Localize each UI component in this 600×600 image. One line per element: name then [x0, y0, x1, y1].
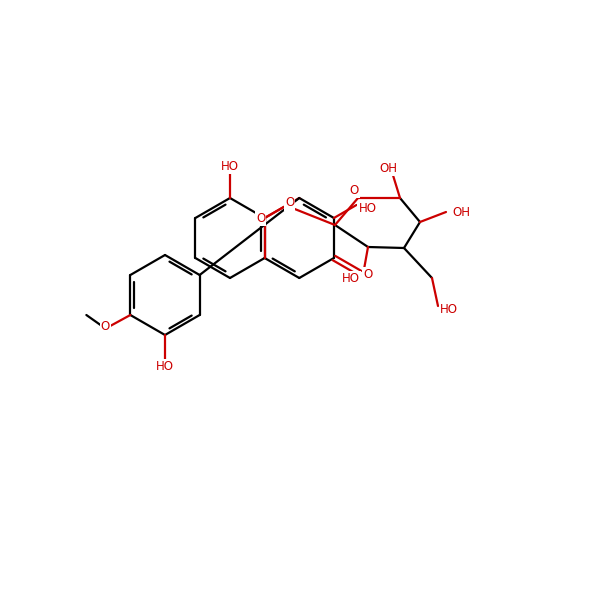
Text: HO: HO: [440, 303, 458, 316]
Text: O: O: [101, 320, 110, 334]
Text: HO: HO: [342, 272, 360, 285]
Text: O: O: [363, 269, 373, 281]
Text: O: O: [349, 184, 359, 196]
Text: OH: OH: [452, 205, 470, 218]
Text: O: O: [256, 211, 265, 224]
Text: HO: HO: [221, 160, 239, 173]
Text: OH: OH: [379, 162, 397, 175]
Text: O: O: [285, 196, 295, 209]
Text: HO: HO: [358, 202, 376, 215]
Text: HO: HO: [156, 360, 174, 373]
